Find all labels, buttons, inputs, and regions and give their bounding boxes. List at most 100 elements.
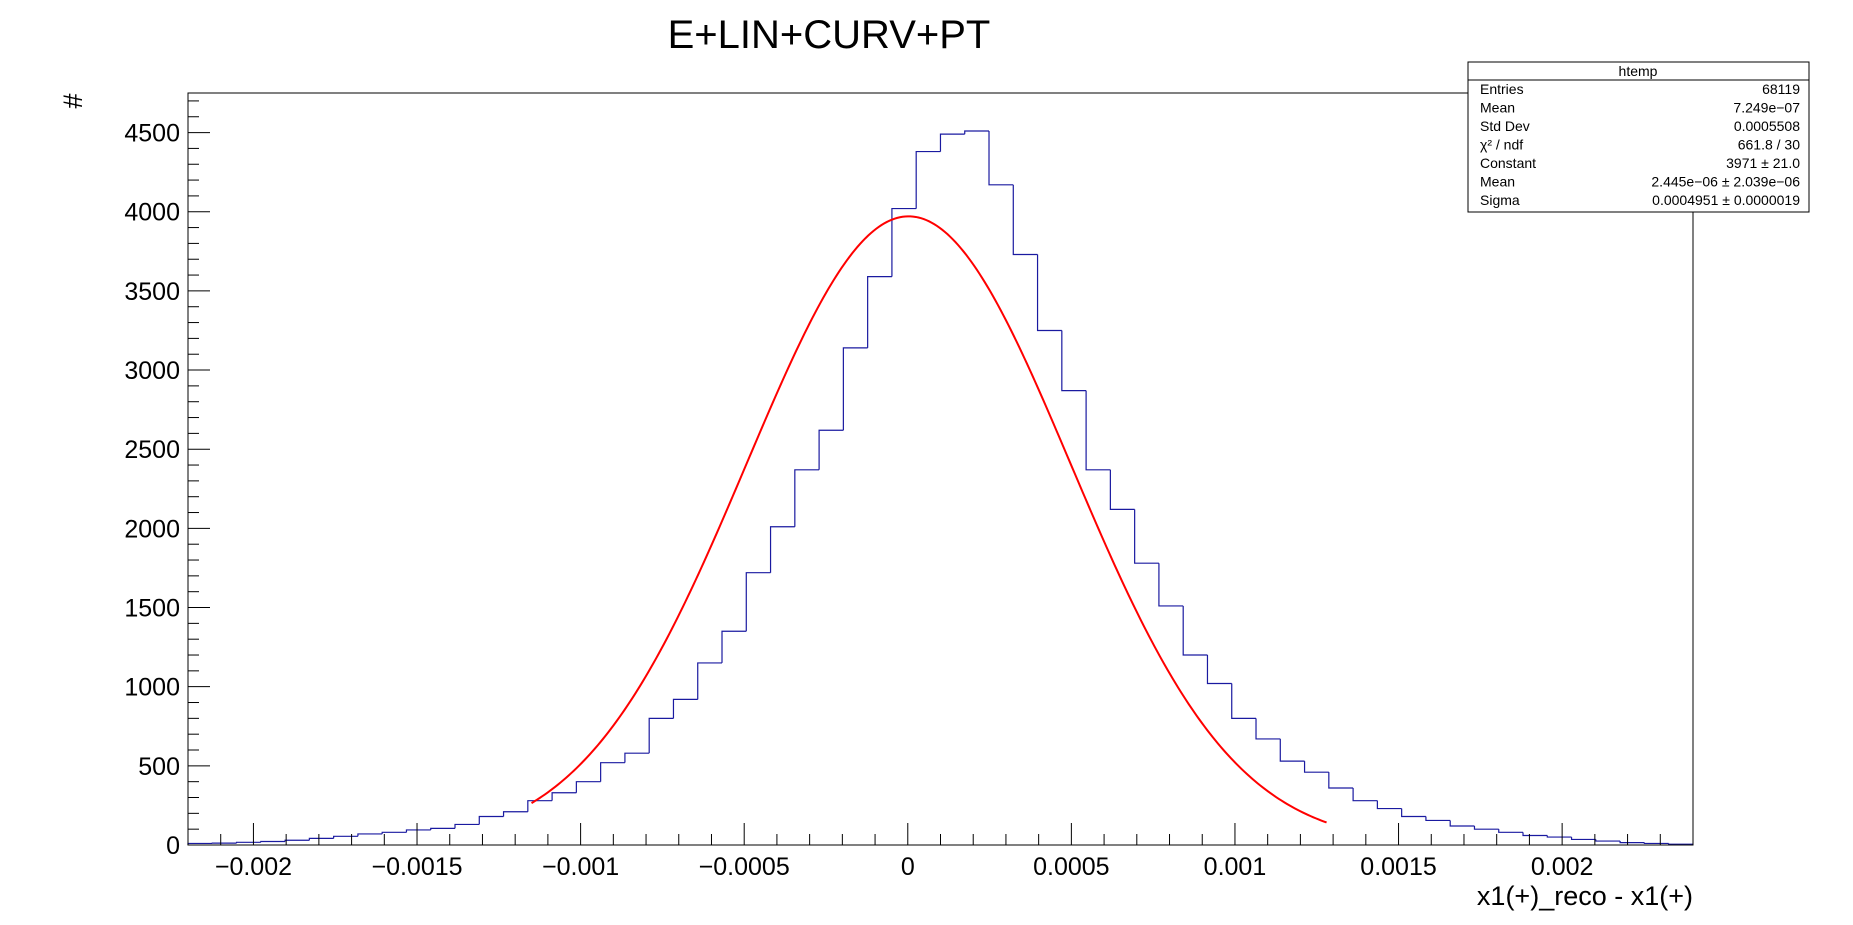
stats-row-value: 68119 xyxy=(1762,81,1800,97)
stats-row-label: χ² / ndf xyxy=(1480,137,1523,153)
gaussian-fit-curve xyxy=(531,215,1327,824)
histogram-bin xyxy=(1643,842,1669,845)
histogram-bin xyxy=(1231,683,1257,719)
histogram-bin xyxy=(333,835,358,839)
histogram-bin xyxy=(381,831,407,834)
histogram-bin xyxy=(235,841,261,844)
histogram-bin xyxy=(1279,738,1305,762)
y-tick-label: 2000 xyxy=(124,515,180,543)
x-tick-label: −0.0005 xyxy=(699,853,790,881)
histogram-bin xyxy=(454,823,480,829)
plot-frame xyxy=(187,92,1694,846)
histogram-bin xyxy=(600,762,625,782)
y-tick-label: 3000 xyxy=(124,357,180,385)
histogram-bin xyxy=(794,469,820,527)
y-axis-label: # xyxy=(58,93,88,108)
histogram-bin xyxy=(1012,184,1038,256)
x-tick-label: 0.0005 xyxy=(1033,853,1109,881)
x-axis: −0.002 −0.0015 −0.001 −0.0005 0 0.0005 0.001 0.… xyxy=(187,823,1694,881)
histogram-bin xyxy=(818,429,844,470)
histogram-bin xyxy=(939,133,965,152)
x-tick-label: −0.002 xyxy=(215,853,292,881)
histogram-bin xyxy=(551,792,577,801)
stats-row-value: 661.8 / 30 xyxy=(1738,137,1800,153)
y-tick-label: 1000 xyxy=(124,674,180,702)
x-tick-label: 0.002 xyxy=(1531,853,1594,881)
histogram-bin xyxy=(1328,772,1354,789)
x-tick-label: −0.0015 xyxy=(371,853,462,881)
histogram-bin xyxy=(405,829,431,833)
histogram-bin xyxy=(1352,788,1378,802)
histogram-bin xyxy=(1619,841,1645,844)
histogram-bin xyxy=(1668,843,1693,845)
y-tick-label: 2500 xyxy=(124,436,180,464)
x-tick-label: 0.001 xyxy=(1204,853,1267,881)
histogram-bin xyxy=(284,839,310,842)
histogram-bin xyxy=(1061,330,1087,392)
x-tick-label: 0.0015 xyxy=(1360,853,1436,881)
histogram-bin xyxy=(769,526,795,573)
y-axis: 0 500 1000 1500 2000 2500 3000 3500 4000 4500 xyxy=(124,100,210,860)
histogram-bin xyxy=(502,811,528,817)
histogram-bin xyxy=(260,840,286,843)
histogram-bin xyxy=(915,150,941,209)
stats-row-label: Constant xyxy=(1480,155,1536,171)
histogram-bin xyxy=(430,827,456,830)
histogram-bin xyxy=(1595,839,1621,842)
histogram-bin xyxy=(1303,761,1329,773)
stats-box-title: htemp xyxy=(1619,63,1658,79)
histogram-layer xyxy=(187,130,1694,845)
histogram-bin xyxy=(1546,835,1572,838)
stats-row-value: 0.0004951 ± 0.0000019 xyxy=(1652,192,1800,208)
histogram-bin xyxy=(1498,829,1524,833)
stats-box: htemp Entries 68119 Mean 7.249e−07 Std Dev 0.… xyxy=(1467,61,1810,213)
chart-title: E+LIN+CURV+PT xyxy=(668,13,991,57)
histogram-bin xyxy=(1473,826,1499,830)
histogram-bin xyxy=(1425,816,1451,822)
stats-row-label: Entries xyxy=(1480,81,1524,97)
histogram-bin xyxy=(1182,605,1208,656)
histogram-bin xyxy=(1401,808,1426,818)
histogram-bin xyxy=(672,698,698,719)
histogram-bin xyxy=(1134,509,1159,564)
stats-row-label: Mean xyxy=(1480,174,1515,190)
stats-row-label: Std Dev xyxy=(1480,118,1530,134)
histogram-bin xyxy=(988,130,1014,186)
stats-row-label: Mean xyxy=(1480,100,1515,116)
histogram-bin xyxy=(1158,563,1184,607)
stats-row-value: 3971 ± 21.0 xyxy=(1726,155,1800,171)
histogram-bin xyxy=(697,662,723,700)
x-tick-label: −0.001 xyxy=(542,853,619,881)
stats-row-value: 2.445e−06 ± 2.039e−06 xyxy=(1651,174,1800,190)
histogram-bin xyxy=(1085,390,1111,471)
y-tick-label: 4500 xyxy=(124,120,180,148)
x-tick-label: 0 xyxy=(901,853,915,881)
histogram-bin xyxy=(357,833,383,837)
stats-row-value: 7.249e−07 xyxy=(1733,100,1800,116)
histogram-bin xyxy=(1522,832,1548,837)
y-tick-label: 500 xyxy=(138,753,180,781)
histogram-bin xyxy=(624,752,650,763)
histogram-bin xyxy=(1449,820,1475,827)
histogram-bin xyxy=(842,347,868,431)
histogram-bin xyxy=(867,276,892,348)
histogram-bin xyxy=(1036,254,1062,332)
y-tick-label: 1500 xyxy=(124,595,180,623)
stats-row-label: Sigma xyxy=(1480,192,1520,208)
histogram-bin xyxy=(1376,800,1402,810)
histogram-bin xyxy=(527,800,553,812)
histogram-bin xyxy=(1255,718,1281,740)
histogram-bin xyxy=(964,130,990,135)
histogram-bin xyxy=(745,572,771,632)
histogram-bin xyxy=(648,717,674,754)
histogram-bin xyxy=(478,815,504,825)
y-tick-label: 3500 xyxy=(124,278,180,306)
histogram-bin xyxy=(308,837,334,841)
histogram-bin xyxy=(1109,469,1135,510)
histogram-bin xyxy=(1570,837,1596,841)
x-axis-label: x1(+)_reco - x1(+) xyxy=(1477,881,1693,911)
y-tick-label: 4000 xyxy=(124,199,180,227)
histogram-bin xyxy=(891,207,917,277)
